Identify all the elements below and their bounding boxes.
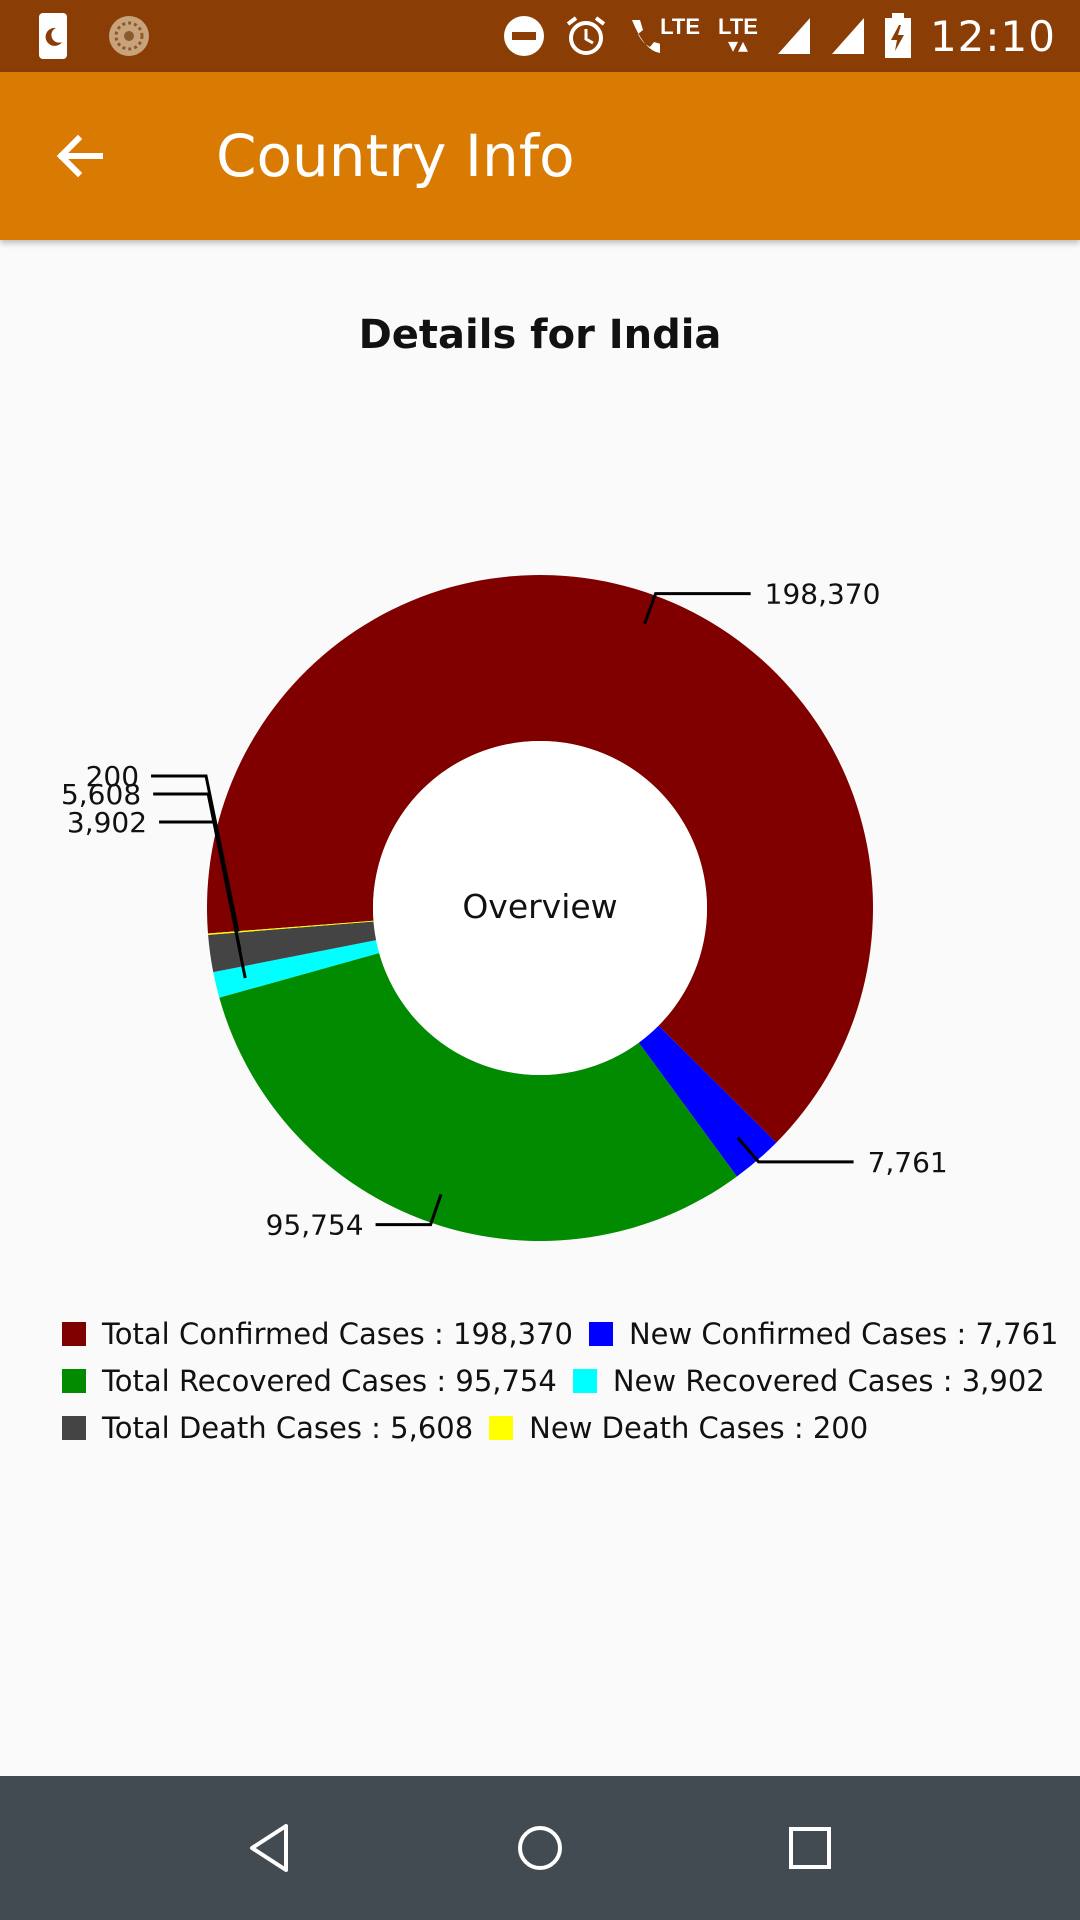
chart-leader-line: [643, 592, 751, 625]
legend-label: Total Death Cases : 5,608: [102, 1410, 474, 1445]
chart-data-label: 95,754: [266, 1209, 364, 1242]
chart-leader-line: [736, 1136, 854, 1164]
chart-legend: Total Confirmed Cases : 198,370 New Conf…: [62, 1310, 1062, 1451]
signal-icon: [777, 18, 810, 54]
chart-data-label: 200: [86, 760, 139, 793]
legend-row: Total Recovered Cases : 95,754 New Recov…: [62, 1357, 1062, 1404]
chart-center-label: Overview: [462, 887, 617, 926]
chart-slice[interactable]: [207, 920, 374, 935]
legend-item-new-recovered: New Recovered Cases : 3,902: [572, 1363, 1045, 1398]
arrow-back-icon[interactable]: [48, 124, 112, 188]
legend-item-total-death: Total Death Cases : 5,608: [62, 1411, 473, 1445]
lte-label: LTE: [660, 14, 701, 39]
legend-label: New Recovered Cases : 3,902: [612, 1363, 1045, 1398]
app-notification-icon: [109, 16, 149, 56]
chart-slice[interactable]: [208, 921, 377, 973]
nav-back-icon[interactable]: [234, 1812, 306, 1884]
legend-swatch: [572, 1368, 597, 1393]
legend-swatch: [62, 1415, 86, 1440]
chart-slice[interactable]: [207, 575, 873, 1143]
alarm-icon: [566, 16, 606, 55]
do-not-disturb-icon: [504, 16, 545, 56]
legend-swatch: [62, 1368, 86, 1393]
page-title: Details for India: [358, 312, 722, 358]
chart-slice[interactable]: [638, 1025, 777, 1177]
legend-item-new-confirmed: New Confirmed Cases : 7,761: [588, 1316, 1059, 1351]
nav-recents-icon[interactable]: [774, 1812, 846, 1884]
legend-item-total-recovered: Total Recovered Cases : 95,754: [62, 1364, 557, 1398]
app-title: Country Info: [216, 122, 575, 190]
status-bar: LTE LTE ▾▴ 12:10: [0, 0, 1080, 72]
volte-call-icon: LTE: [626, 16, 700, 56]
legend-swatch: [489, 1415, 514, 1440]
legend-label: New Death Cases : 200: [529, 1410, 869, 1445]
legend-item-total-confirmed: Total Confirmed Cases : 198,370: [62, 1317, 573, 1351]
donut-hole: [373, 741, 707, 1075]
lte-label: LTE: [718, 14, 758, 39]
chart-data-label: 5,608: [61, 778, 141, 811]
chart-leader-line: [375, 1193, 443, 1227]
lte-data-icon: LTE ▾▴: [718, 14, 758, 57]
chart-slice[interactable]: [219, 952, 737, 1241]
legend-label: Total Recovered Cases : 95,754: [102, 1363, 557, 1398]
legend-item-new-death: New Death Cases : 200: [489, 1411, 868, 1445]
chart-data-label: 198,370: [765, 578, 881, 611]
chart-slice[interactable]: [213, 940, 380, 998]
signal-icon: [831, 18, 864, 54]
nav-home-icon[interactable]: [504, 1812, 576, 1884]
legend-swatch: [588, 1321, 613, 1346]
system-nav-bar: [0, 1776, 1080, 1920]
chart-leader-line: [153, 792, 242, 950]
moon-notification-icon: [39, 13, 67, 59]
clock: 12:10: [929, 11, 1056, 61]
legend-label: Total Confirmed Cases : 198,370: [102, 1316, 573, 1351]
battery-charging-icon: [884, 13, 911, 58]
app-bar: Country Info: [0, 72, 1080, 240]
legend-label: New Confirmed Cases : 7,761: [628, 1316, 1059, 1351]
chart-data-label: 7,761: [868, 1146, 948, 1179]
legend-row: Total Confirmed Cases : 198,370 New Conf…: [62, 1310, 1062, 1357]
chart-leader-line: [151, 774, 240, 933]
chart-data-label: 3,902: [67, 806, 147, 839]
legend-swatch: [62, 1321, 86, 1346]
legend-row: Total Death Cases : 5,608 New Death Case…: [62, 1404, 1062, 1451]
